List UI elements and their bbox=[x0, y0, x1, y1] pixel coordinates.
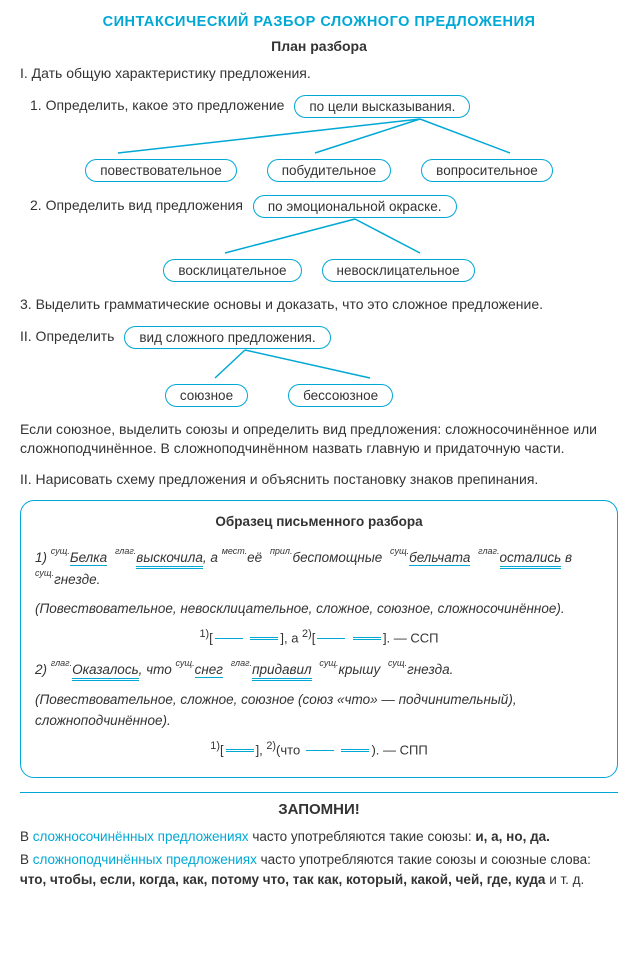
step3-text: 3. Выделить грамматические основы и дока… bbox=[20, 295, 618, 314]
example-title: Образец письменного разбора bbox=[35, 511, 603, 533]
section-iii: II. Нарисовать схему предложения и объяс… bbox=[20, 470, 618, 489]
section-ii-opt-1: союзное bbox=[165, 384, 248, 407]
step1-opt-2: побудительное bbox=[267, 159, 391, 182]
remember-line-1: В сложносочинённых предложениях часто уп… bbox=[20, 827, 618, 847]
section-ii-text: II. Определить bbox=[20, 328, 114, 344]
step1-opt-1: повествовательное bbox=[85, 159, 237, 182]
main-title: СИНТАКСИЧЕСКИЙ РАЗБОР СЛОЖНОГО ПРЕДЛОЖЕН… bbox=[20, 14, 618, 30]
step1-text: 1. Определить, какое это предложение bbox=[30, 97, 284, 113]
remember-title: ЗАПОМНИ! bbox=[20, 799, 618, 821]
step2-text: 2. Определить вид предложения bbox=[30, 197, 243, 213]
example-1-note: (Повествовательное, невосклицательное, с… bbox=[35, 598, 603, 620]
step1-pill: по цели высказывания. bbox=[294, 95, 470, 118]
step2-pill: по эмоциональной окраске. bbox=[253, 195, 457, 218]
example-2-note: (Повествовательное, сложное, союзное (со… bbox=[35, 689, 603, 732]
section-ii-opt-2: бессоюзное bbox=[288, 384, 393, 407]
plan-subtitle: План разбора bbox=[20, 38, 618, 54]
example-2-scheme: 1)[], 2)(что ). — СПП bbox=[35, 738, 603, 761]
example-box: Образец письменного разбора 1) сущ.Белка… bbox=[20, 500, 618, 777]
remember-box: ЗАПОМНИ! В сложносочинённых предложениях… bbox=[20, 792, 618, 889]
section-ii-tree: II. Определить вид сложного предложения.… bbox=[20, 326, 618, 406]
step1-tree: 1. Определить, какое это предложение по … bbox=[20, 95, 618, 181]
step2-opt-2: невосклицательное bbox=[322, 259, 475, 282]
remember-line-2: В сложноподчинённых предложениях часто у… bbox=[20, 850, 618, 889]
step1-opt-3: вопросительное bbox=[421, 159, 553, 182]
step2-tree: 2. Определить вид предложения по эмоцион… bbox=[20, 195, 618, 281]
step2-opt-1: восклицательное bbox=[163, 259, 301, 282]
example-1-scheme: 1)[ ], а 2)[ ]. — ССП bbox=[35, 626, 603, 649]
section-ii-explain: Если союзное, выделить союзы и определит… bbox=[20, 420, 618, 458]
section-i: I. Дать общую характеристику предложения… bbox=[20, 64, 618, 83]
example-2: 2) глаг.Оказалось, что сущ.снег глаг.при… bbox=[35, 659, 603, 681]
section-ii-pill: вид сложного предложения. bbox=[124, 326, 330, 349]
example-1: 1) сущ.Белка глаг.выскочила, а мест.её п… bbox=[35, 547, 603, 590]
